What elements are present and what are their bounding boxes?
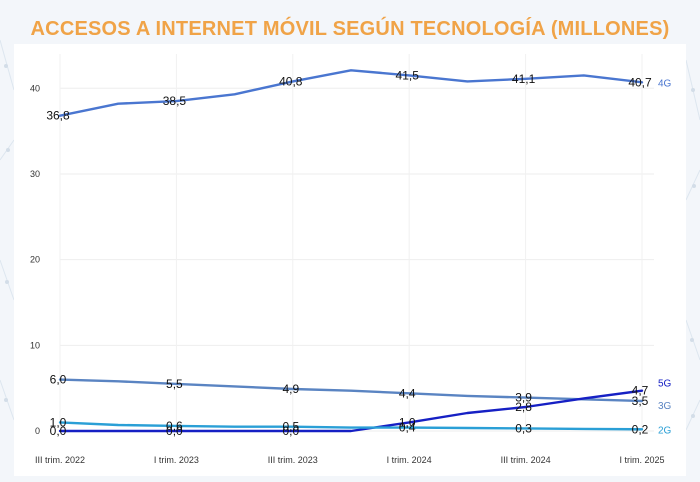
data-label-4g: 40,8: [279, 74, 303, 88]
data-label-2g: 0,2: [632, 422, 649, 436]
data-label-2g: 1,0: [50, 415, 67, 429]
data-label-4g: 41,5: [396, 68, 420, 82]
x-tick-label: I trim. 2023: [154, 455, 199, 465]
data-label-3g: 4,4: [399, 386, 416, 400]
data-label-3g: 3,5: [632, 394, 649, 408]
data-label-5g: 0,0: [50, 424, 67, 438]
line-chart: 0 10 20 30 40 III trim. 2022 I trim. 2023 III t…: [30, 54, 672, 465]
data-label-2g: 0,6: [166, 419, 183, 433]
data-label-4g: 40,7: [628, 75, 652, 89]
series-label-5g: 5G: [658, 379, 672, 390]
data-label-4g: 41,1: [512, 72, 536, 86]
data-label-5g: 0,0: [282, 424, 299, 438]
series-label-4g: 4G: [658, 78, 672, 89]
x-tick-label: III trim. 2023: [268, 455, 318, 465]
x-tick-label: I trim. 2025: [619, 455, 664, 465]
y-tick-label: 10: [30, 340, 40, 350]
x-tick-label: III trim. 2024: [501, 455, 551, 465]
data-label-3g: 5,5: [166, 377, 183, 391]
x-tick-label: I trim. 2024: [387, 455, 432, 465]
series-line-4g: [58, 69, 644, 117]
data-label-5g: 2,8: [515, 400, 532, 414]
y-tick-label: 0: [35, 426, 40, 436]
series-label-2g: 2G: [658, 425, 672, 436]
data-label-5g: 0,0: [166, 424, 183, 438]
series-label-3g: 3G: [658, 401, 672, 412]
data-label-3g: 4,9: [282, 382, 299, 396]
chart-panel: 0 10 20 30 40 III trim. 2022 I trim. 2023 III t…: [14, 44, 686, 476]
data-label-2g: 0,3: [515, 421, 532, 435]
x-tick-label: III trim. 2022: [35, 455, 85, 465]
data-label-5g: 1,0: [399, 415, 416, 429]
series-line-2g: [58, 421, 644, 431]
chart-title: ACCESOS A INTERNET MÓVIL SEGÚN TECNOLOGÍ…: [30, 18, 670, 40]
data-label-3g: 3,9: [515, 391, 532, 405]
data-label-4g: 36,8: [46, 109, 70, 123]
data-label-5g: 4,7: [632, 384, 649, 398]
y-tick-label: 20: [30, 255, 40, 265]
data-label-3g: 6,0: [50, 373, 67, 387]
series-line-5g: [58, 389, 644, 433]
y-tick-label: 40: [30, 83, 40, 93]
series-line-3g: [58, 378, 644, 403]
data-label-2g: 0,5: [282, 420, 299, 434]
data-label-4g: 38,5: [163, 94, 187, 108]
data-label-2g: 0,4: [399, 421, 416, 435]
y-tick-label: 30: [30, 169, 40, 179]
